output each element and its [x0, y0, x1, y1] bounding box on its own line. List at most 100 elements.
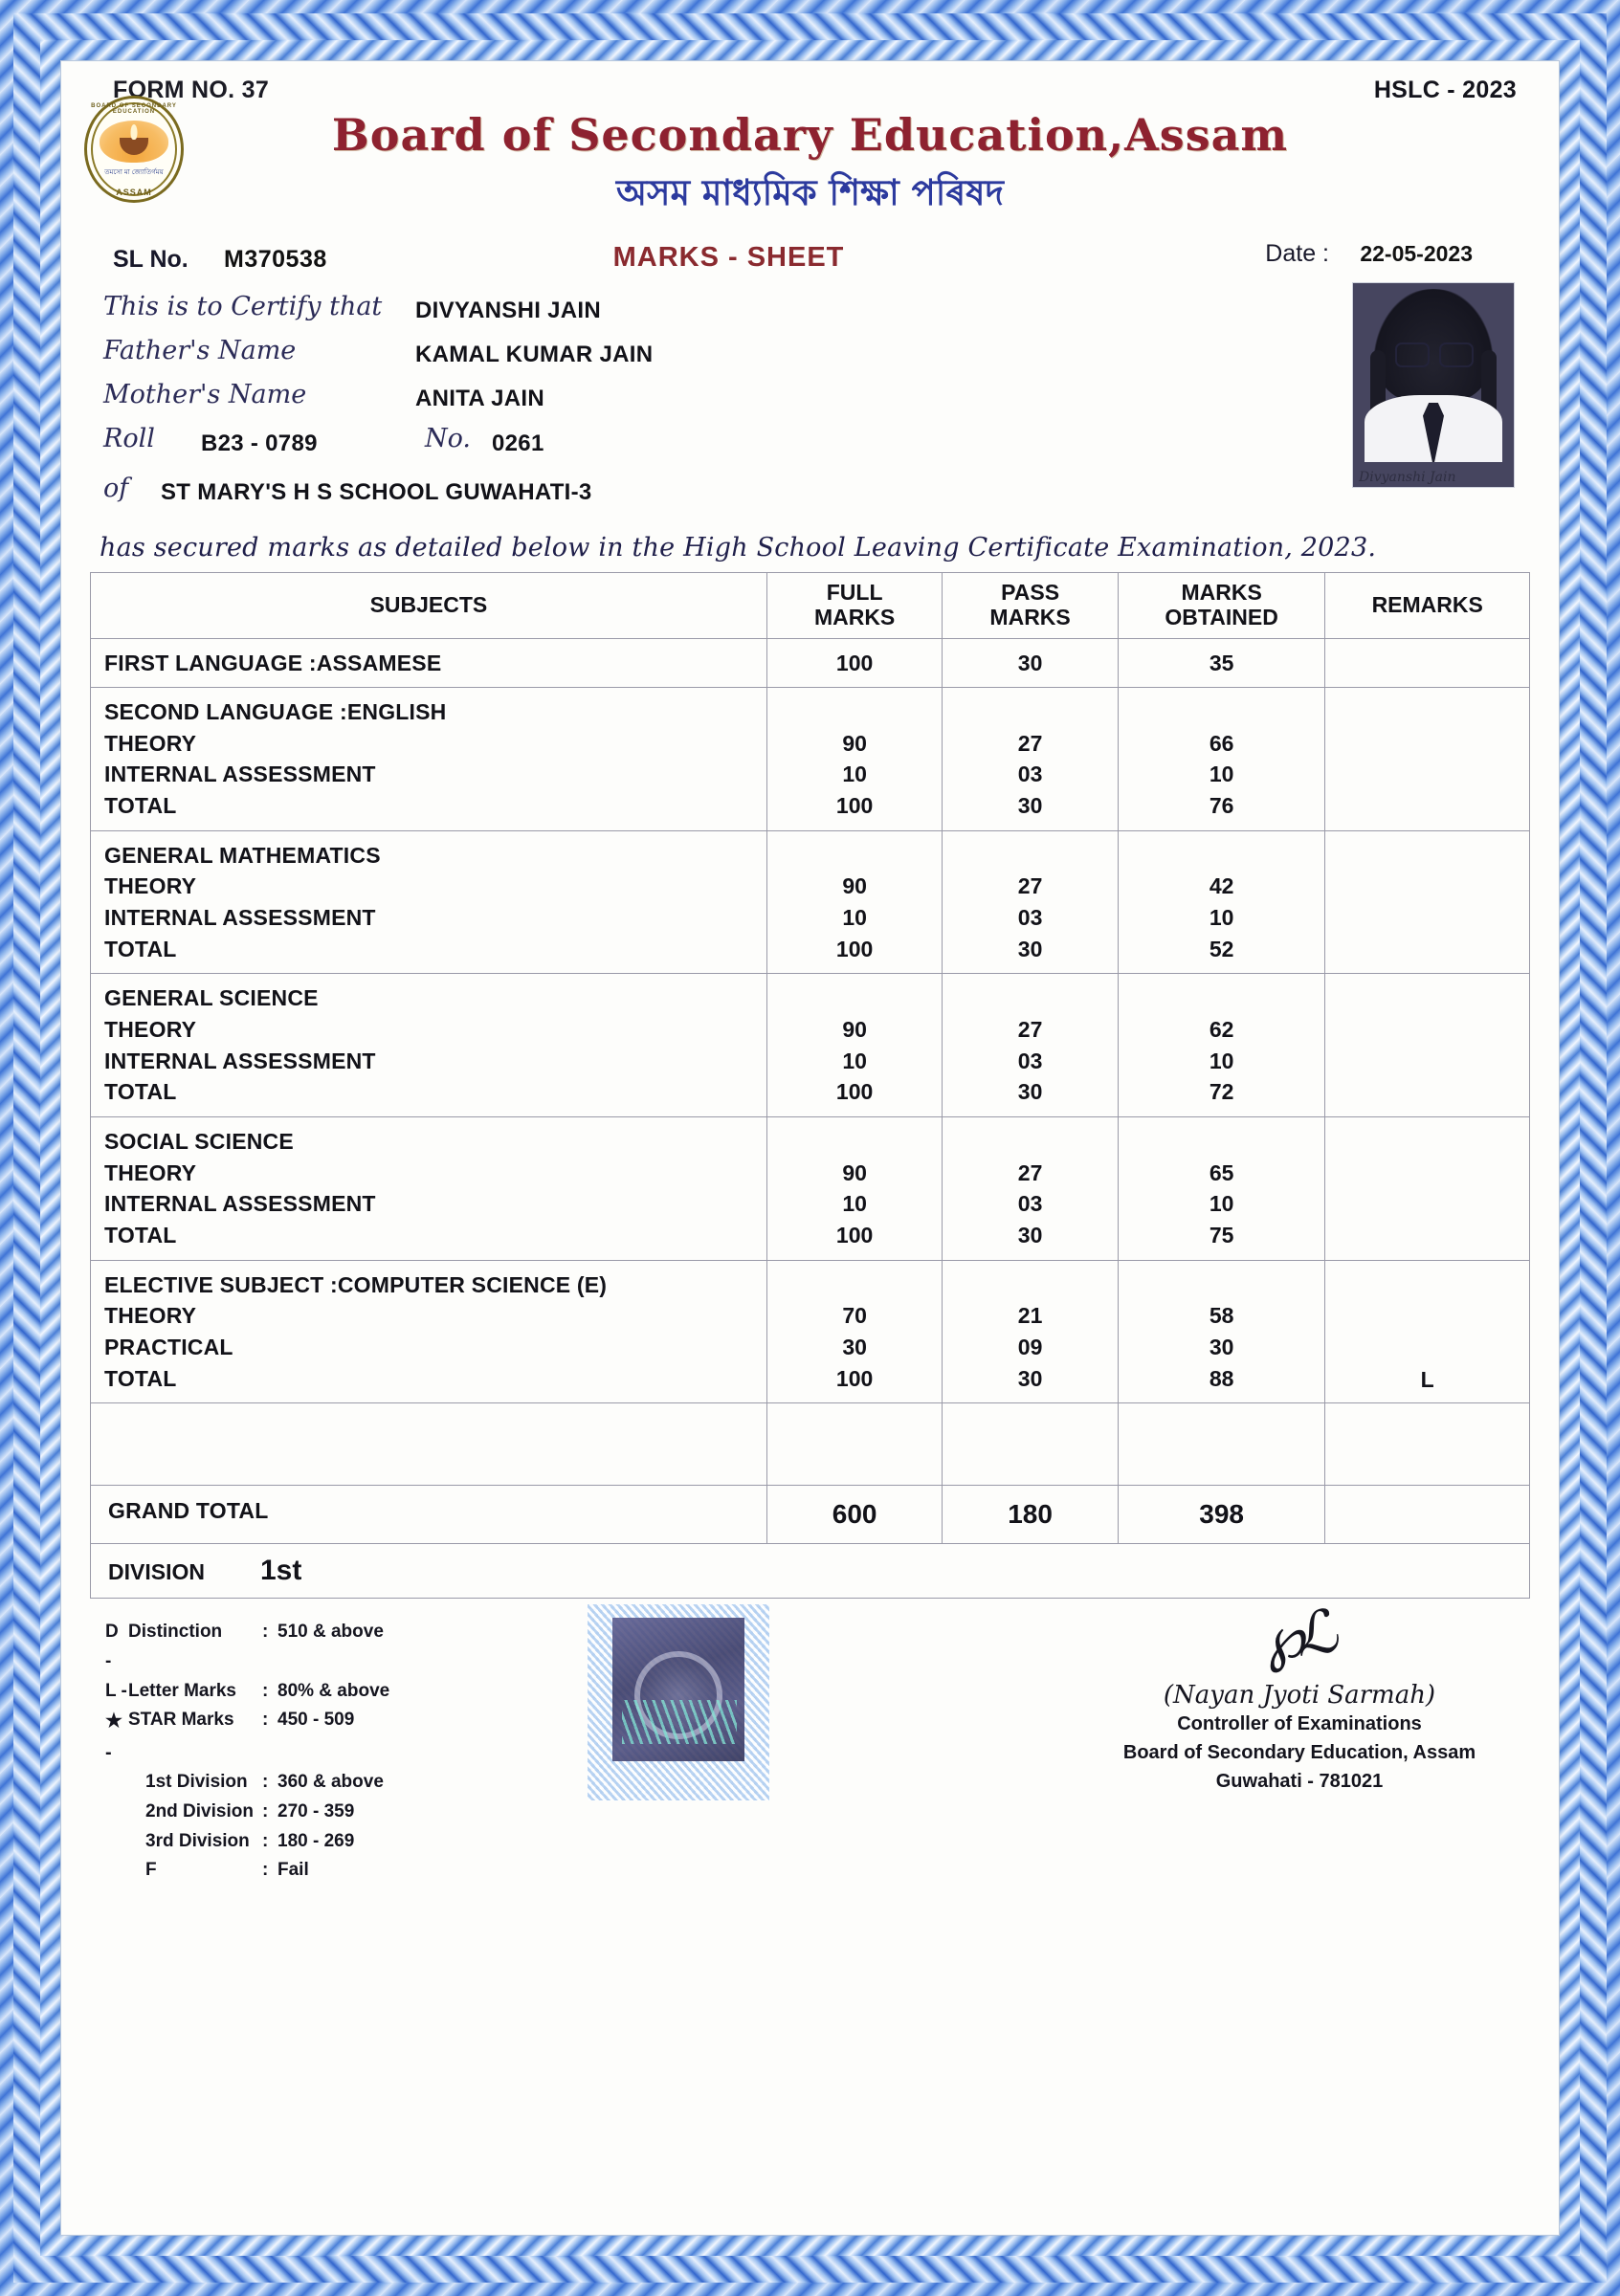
subject-cell-line-0: GENERAL SCIENCE	[104, 985, 319, 1011]
col-full-marks: FULL MARKS	[766, 572, 943, 639]
emblem-motto: তমসো মা জ্যোতিৰ্গময়	[104, 169, 164, 176]
legend-value: Fail	[277, 1860, 309, 1881]
full-marks-cell-line-1: 90	[842, 873, 867, 899]
marks-obtained-cell-line-1: 66	[1209, 730, 1234, 756]
subject-cell: SECOND LANGUAGE :ENGLISH THEORY INTERNAL A…	[90, 687, 767, 831]
legend-value: 270 - 359	[277, 1800, 355, 1821]
subject-cell-line-2: PRACTICAL	[104, 1334, 233, 1359]
roll-label: Roll	[103, 424, 155, 453]
legend-name: 2nd Division	[145, 1800, 254, 1821]
legend-value: 450 - 509	[277, 1710, 355, 1731]
board-emblem-icon: BOARD OF SECONDARY EDUCATION তমসো মা জ্য…	[84, 96, 184, 203]
secured-statement: has secured marks as detailed below in t…	[100, 533, 1377, 563]
full-marks-cell-line-2: 30	[842, 1334, 867, 1359]
legend-row: 2nd Division:270 - 359	[105, 1798, 389, 1827]
legend-colon: :	[262, 1830, 269, 1851]
division-row: DIVISION 1st	[90, 1543, 1530, 1600]
subject-cell-line-1: THEORY	[104, 730, 197, 756]
full-marks-cell: 100	[766, 637, 943, 689]
roll-value: B23 - 0789	[201, 430, 318, 456]
col-remarks: REMARKS	[1324, 572, 1530, 639]
marks-obtained-cell-line-3: 88	[1209, 1365, 1234, 1391]
certify-label: This is to Certify that	[103, 292, 383, 321]
table-row: SOCIAL SCIENCE THEORY INTERNAL ASSESSMENT T…	[90, 1116, 1530, 1261]
legend-code: L -	[105, 1680, 127, 1701]
division-label: DIVISION	[108, 1559, 205, 1585]
table-row: GENERAL SCIENCE THEORY INTERNAL ASSESSMENT…	[90, 973, 1530, 1118]
student-name: DIVYANSHI JAIN	[415, 298, 602, 323]
full-marks-cell-line-0: 100	[835, 650, 874, 675]
full-marks-cell-line-3: 100	[835, 1365, 874, 1391]
legend-colon: :	[262, 1772, 269, 1793]
star-icon: ★ -	[105, 1711, 122, 1763]
legend-name: 3rd Division	[145, 1830, 250, 1851]
mother-name-label: Mother's Name	[103, 380, 307, 409]
legend-row: L - Letter Marks:80% & above	[105, 1677, 389, 1707]
subject-cell-line-3: TOTAL	[104, 936, 177, 961]
legend-value: 180 - 269	[277, 1830, 355, 1851]
marksheet-paper: FORM NO. 37 HSLC - 2023 BOARD OF SECONDA…	[61, 61, 1559, 2235]
blank-cell	[766, 1402, 943, 1487]
legend-colon: :	[262, 1710, 269, 1731]
marks-obtained-cell-line-1: 65	[1209, 1159, 1234, 1185]
serial-date-row: SL No. M370538 MARKS - SHEET Date : 22-0…	[90, 238, 1530, 284]
blank-cell	[1117, 1402, 1326, 1487]
col-pass-marks-line1: PASS	[1001, 580, 1060, 605]
col-pass-marks: PASS MARKS	[942, 572, 1119, 639]
father-name-value: KAMAL KUMAR JAIN	[415, 342, 654, 367]
marks-obtained-cell-line-3: 76	[1209, 793, 1234, 819]
col-full-marks-line1: FULL	[826, 580, 883, 605]
legend-colon: :	[262, 1622, 269, 1643]
subject-cell: SOCIAL SCIENCE THEORY INTERNAL ASSESSMENT T…	[90, 1116, 767, 1261]
sl-no-value: M370538	[224, 246, 327, 273]
grand-total-obtained: 398	[1117, 1485, 1326, 1545]
col-pass-marks-line2: MARKS	[989, 604, 1071, 629]
remarks-cell	[1324, 1116, 1530, 1261]
grand-total-full: 600	[766, 1485, 943, 1545]
table-row: ELECTIVE SUBJECT :COMPUTER SCIENCE (E) TH…	[90, 1259, 1530, 1404]
pass-marks-cell-line-1: 27	[1017, 730, 1043, 756]
subject-cell-line-0: SECOND LANGUAGE :ENGLISH	[104, 699, 447, 725]
subject-cell-line-2: INTERNAL ASSESSMENT	[104, 905, 376, 931]
remarks-cell	[1324, 829, 1530, 975]
division-cell: DIVISION 1st	[90, 1543, 1530, 1600]
grand-total-pass: 180	[942, 1485, 1119, 1545]
exam-code: HSLC - 2023	[1373, 77, 1517, 103]
table-header-row: SUBJECTS FULL MARKS PASS MARKS MARKS OBT…	[90, 572, 1530, 639]
date-value: 22-05-2023	[1360, 241, 1473, 266]
full-marks-cell-line-3: 100	[835, 1079, 874, 1105]
signature-block: ℘ℒ (Nayan Jyoti Sarmah) Controller of Ex…	[1094, 1596, 1505, 1796]
table-row: GENERAL MATHEMATICS THEORY INTERNAL ASSESS…	[90, 829, 1530, 975]
col-marks-obtained-line1: MARKS	[1181, 580, 1262, 605]
table-row: FIRST LANGUAGE :ASSAMESE 100 30 35	[90, 637, 1530, 689]
table-row: SECOND LANGUAGE :ENGLISH THEORY INTERNAL A…	[90, 687, 1530, 831]
top-row: FORM NO. 37 HSLC - 2023	[90, 75, 1530, 107]
subject-cell: GENERAL SCIENCE THEORY INTERNAL ASSESSMENT…	[90, 973, 767, 1118]
marks-obtained-cell-line-2: 10	[1209, 1191, 1234, 1217]
signatory-title: Controller of Examinations	[1177, 1713, 1422, 1735]
signatory-city: Guwahati - 781021	[1215, 1771, 1384, 1793]
pass-marks-cell: 30	[942, 637, 1119, 689]
photo-signature: Divyanshi Jain	[1359, 470, 1456, 485]
pass-marks-cell-line-1: 27	[1017, 1017, 1043, 1043]
board-name-assamese: অসম মাধ্যমিক শিক্ষা পৰিষদ	[616, 172, 1004, 213]
legend-colon: :	[262, 1800, 269, 1821]
marks-obtained-cell-line-2: 30	[1209, 1334, 1234, 1359]
pass-marks-cell-line-3: 30	[1017, 1079, 1043, 1105]
legend-colon: :	[262, 1860, 269, 1881]
marks-obtained-cell-line-2: 10	[1209, 762, 1234, 787]
pass-marks-cell-line-2: 03	[1017, 1048, 1043, 1073]
col-subjects: SUBJECTS	[90, 572, 767, 639]
pass-marks-cell-line-3: 30	[1017, 1365, 1043, 1391]
sl-no-label: SL No.	[113, 246, 189, 273]
full-marks-cell-line-1: 70	[842, 1303, 867, 1329]
marks-obtained-cell-line-1: 42	[1209, 873, 1234, 899]
subject-cell-line-2: INTERNAL ASSESSMENT	[104, 1191, 376, 1217]
legend-name: F	[145, 1860, 157, 1881]
